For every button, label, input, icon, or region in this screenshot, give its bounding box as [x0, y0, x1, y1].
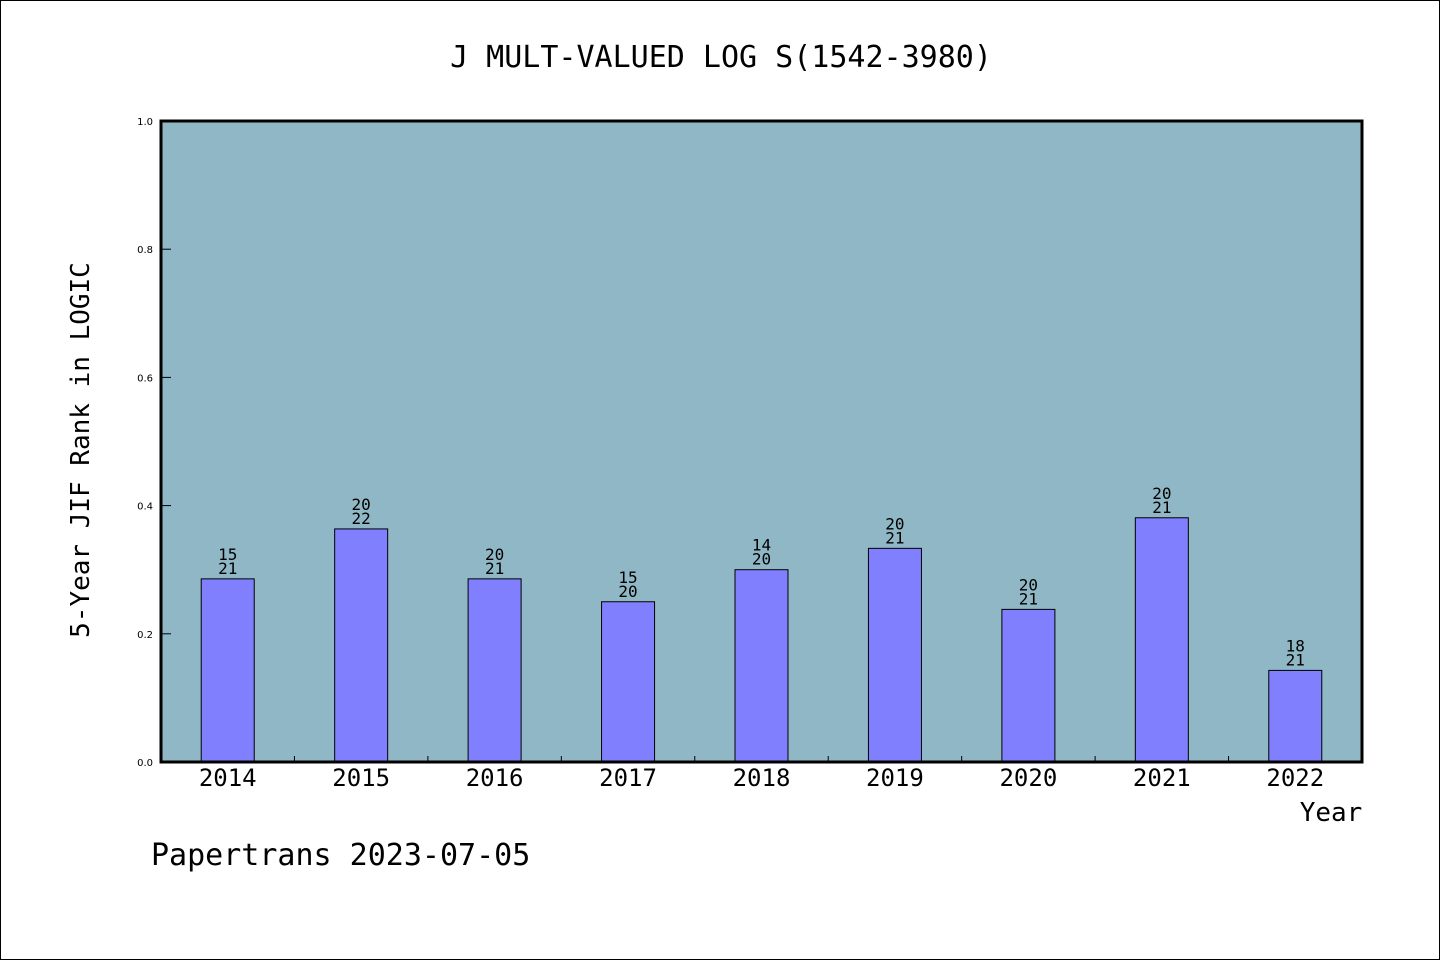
bar-label-top: 18: [1286, 636, 1305, 655]
plot-frame: [159, 119, 1364, 764]
x-tick-label: 2015: [332, 764, 390, 792]
bar-label-bottom: 21: [218, 559, 237, 578]
y-axis-label: 5-Year JIF Rank in LOGIC: [66, 262, 96, 638]
bar-2021: [1134, 517, 1189, 763]
chart-title: J MULT-VALUED LOG S(1542-3980): [450, 40, 992, 75]
footer-text: Papertrans 2023-07-05: [151, 838, 530, 873]
bar-label-top: 20: [352, 495, 371, 514]
x-tick-label: 2020: [999, 764, 1057, 792]
bar-2017: [601, 601, 656, 763]
bar-label-bottom: 21: [1286, 650, 1305, 669]
y-tick-label: 0.0: [137, 758, 153, 769]
bar-label-top: 20: [485, 545, 504, 564]
bar-label-top: 15: [218, 545, 237, 564]
bar-2019: [867, 547, 922, 763]
bar-2020: [1001, 608, 1056, 763]
bar-label-top: 15: [618, 568, 637, 587]
x-tick-label: 2016: [466, 764, 524, 792]
x-tick-label: 2018: [733, 764, 791, 792]
bar-2022: [1268, 669, 1323, 763]
bar-label-top: 20: [885, 514, 904, 533]
x-tick-label: 2014: [199, 764, 257, 792]
bar-label-bottom: 21: [1019, 589, 1038, 608]
bar-label-top: 20: [1019, 575, 1038, 594]
bar-label-top: 20: [1152, 484, 1171, 503]
y-tick-label: 0.6: [137, 373, 153, 384]
bar-2015: [334, 528, 389, 763]
bar-label-bottom: 21: [1152, 498, 1171, 517]
bar-2014: [200, 578, 255, 763]
x-axis-label: Year: [1300, 798, 1363, 828]
bar-label-top: 14: [752, 536, 771, 555]
x-tick-label: 2022: [1266, 764, 1324, 792]
y-tick-label: 0.8: [137, 245, 153, 256]
x-tick-label: 2019: [866, 764, 924, 792]
bar-label-bottom: 21: [885, 528, 904, 547]
bar-2018: [734, 569, 789, 763]
bar-label-bottom: 20: [618, 582, 637, 601]
x-axis: 2014 2015 2016 2017 2018 2019 2020 2021 2022: [199, 756, 1324, 792]
y-tick-label: 1.0: [137, 117, 153, 128]
y-tick-label: 0.2: [137, 630, 153, 641]
y-tick-label: 0.4: [137, 502, 153, 513]
x-tick-label: 2021: [1133, 764, 1191, 792]
bar-label-bottom: 21: [485, 559, 504, 578]
x-tick-label: 2017: [599, 764, 657, 792]
bar-label-bottom: 22: [352, 509, 371, 528]
bar-label-bottom: 20: [752, 550, 771, 569]
bar-2016: [467, 578, 522, 763]
